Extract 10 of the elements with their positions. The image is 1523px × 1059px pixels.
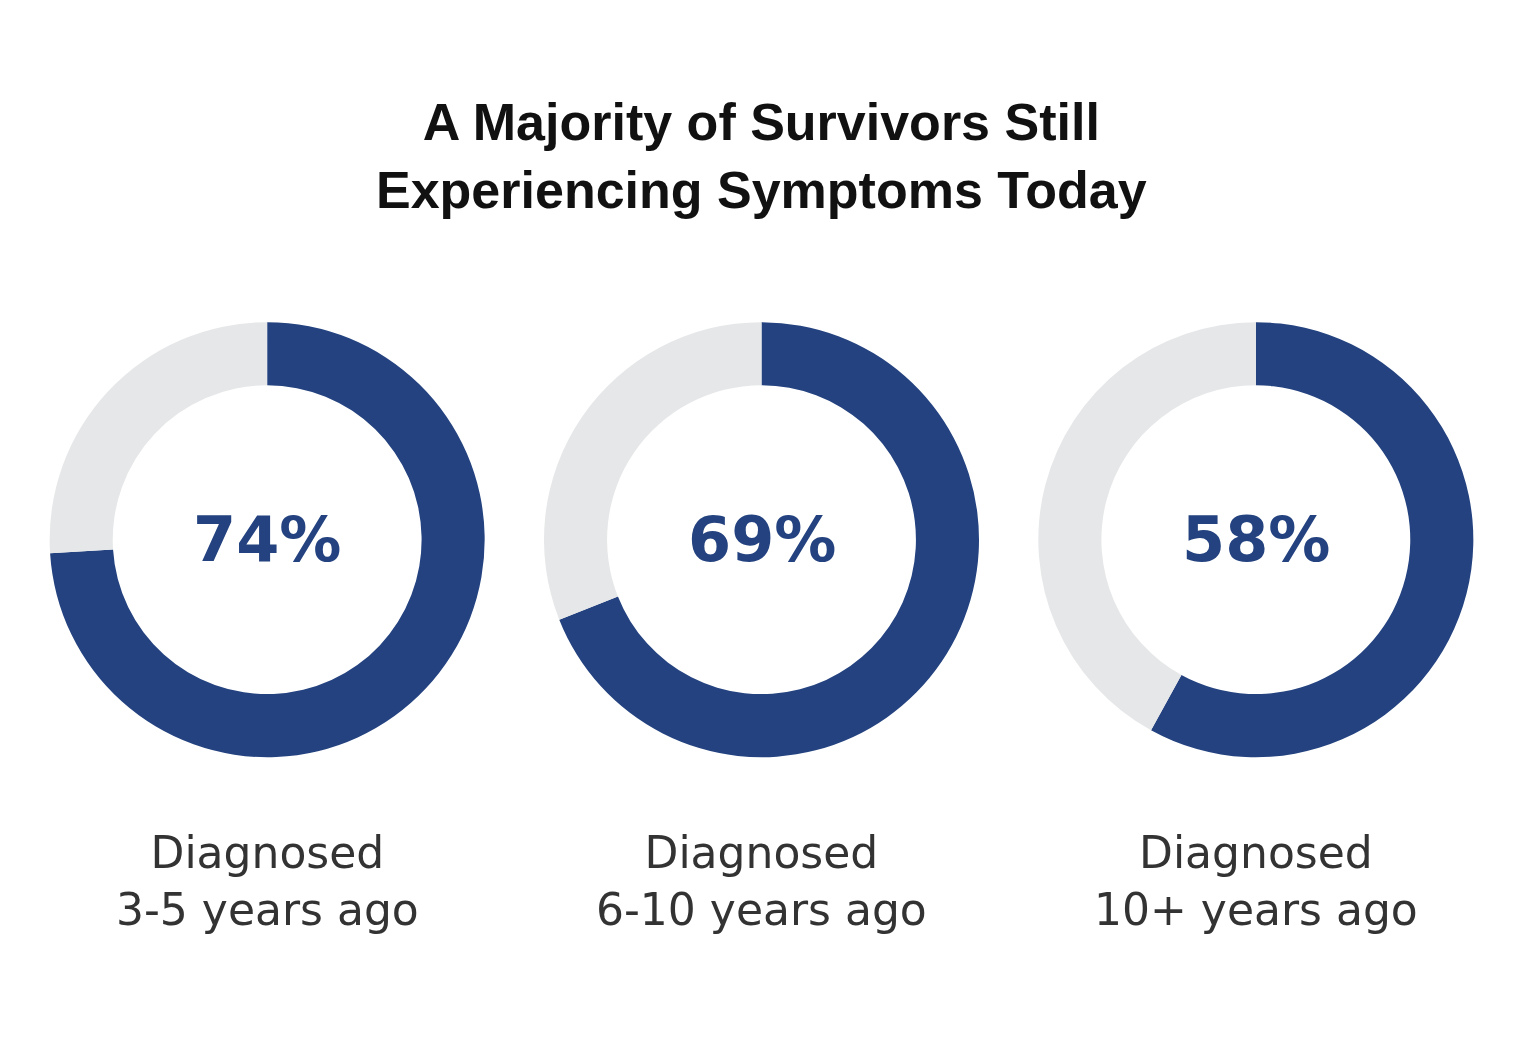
text: Diagnosed 3-5 years ago (116, 827, 419, 936)
donut-slice (50, 322, 485, 758)
donut-slice (559, 322, 979, 757)
text: A Majority of Survivors Still Experiencing Symptoms Today (376, 93, 1147, 219)
data-label: 58% (1182, 503, 1331, 576)
data-label: 74% (193, 503, 342, 576)
data-label: 69% (688, 503, 837, 576)
donut-slice (1151, 322, 1473, 758)
text: Diagnosed 10+ years ago (1094, 827, 1418, 936)
text: Diagnosed 6-10 years ago (596, 827, 927, 936)
